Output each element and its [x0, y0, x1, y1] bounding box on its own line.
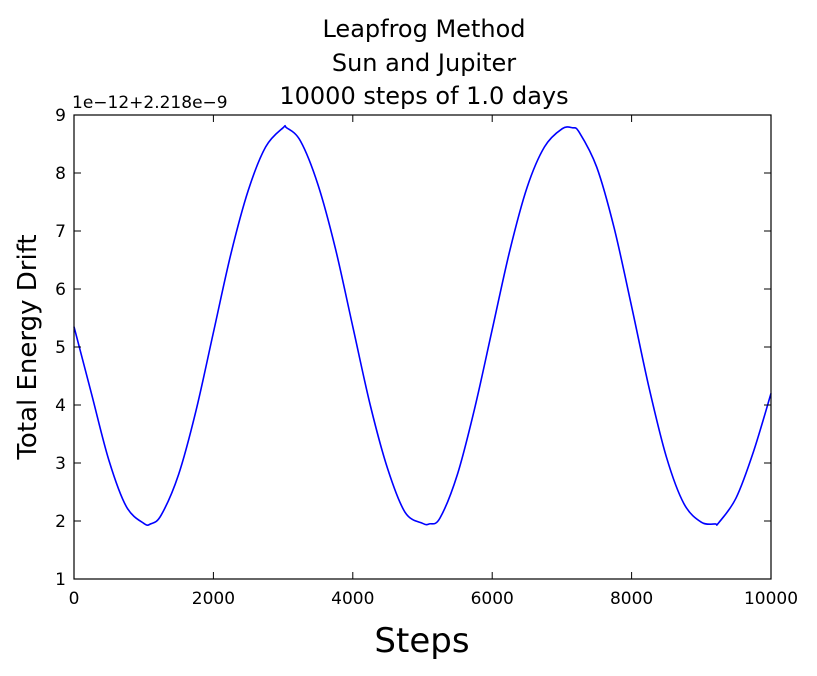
y-tick-label: 7: [55, 222, 66, 242]
y-tick-label: 9: [55, 106, 66, 126]
x-tick-label: 6000: [471, 589, 514, 609]
x-tick-label: 10000: [744, 589, 798, 609]
y-tick-label: 8: [55, 164, 66, 184]
y-axis-offset-label: 1e−12+2.218e−9: [72, 93, 228, 113]
chart-title-line-1: Leapfrog Method: [322, 15, 525, 43]
y-axis-label: Total Energy Drift: [13, 234, 43, 460]
chart-title-line-2: Sun and Jupiter: [332, 49, 516, 77]
y-tick-label: 4: [55, 396, 66, 416]
y-axis-ticks: 1 2 3 4 5 6 7 8 9: [55, 106, 771, 590]
energy-drift-series-line: [73, 124, 772, 526]
x-tick-label: 4000: [331, 589, 374, 609]
plot-area: [73, 114, 772, 580]
y-tick-label: 6: [55, 280, 66, 300]
plot-background: [74, 115, 771, 579]
y-tick-label: 2: [55, 512, 66, 532]
x-axis-ticks: 0 2000 4000 6000 8000 10000: [69, 115, 798, 609]
x-axis-label: Steps: [374, 621, 469, 661]
y-tick-label: 3: [55, 454, 66, 474]
chart-title-line-3: 10000 steps of 1.0 days: [279, 82, 568, 110]
y-tick-label: 1: [55, 570, 66, 590]
x-tick-label: 8000: [610, 589, 653, 609]
x-tick-label: 2000: [192, 589, 235, 609]
y-tick-label: 5: [55, 338, 66, 358]
x-tick-label: 0: [69, 589, 80, 609]
